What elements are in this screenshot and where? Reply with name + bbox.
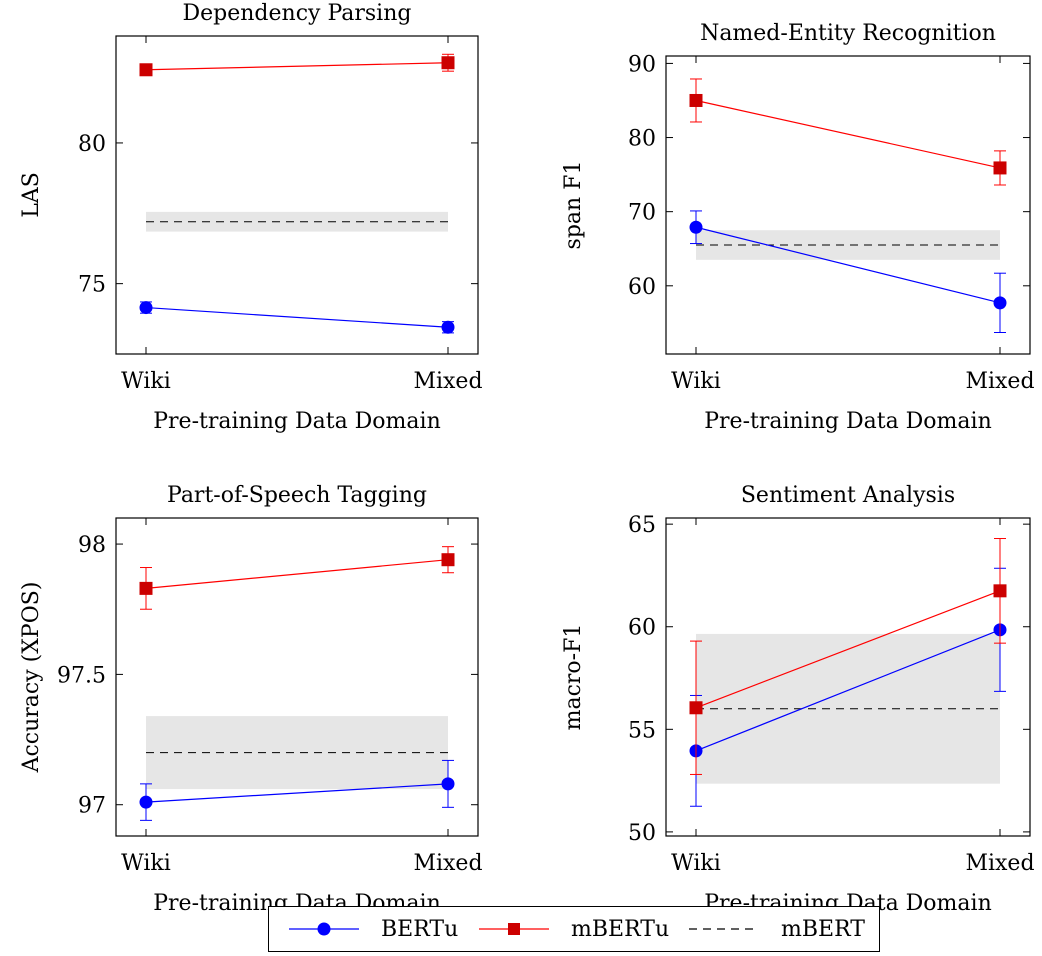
series-line-bertu — [145, 306, 449, 328]
y-tick-label: 97 — [78, 794, 106, 819]
y-tick-label: 97.5 — [57, 663, 106, 688]
legend-item-bertu: BERTu — [289, 907, 458, 951]
chart-panel-2: Named-Entity Recognition 60 70 80 90 Wiki Mixe… — [561, 21, 1035, 434]
legend-label-mbert: mBERT — [781, 916, 865, 942]
point-mbertu — [139, 581, 153, 595]
y-tick-label: 70 — [628, 201, 656, 226]
series-line-bertu — [695, 226, 1001, 304]
legend-swatch-bertu — [289, 922, 359, 936]
y-axis-label: Accuracy (XPOS) — [19, 582, 44, 774]
legend-swatch-mbertu — [479, 923, 549, 935]
x-tick-label: Mixed — [413, 851, 482, 876]
x-axis-label: Pre-training Data Domain — [704, 409, 992, 434]
point-mbertu — [993, 161, 1007, 175]
legend-item-mbert: mBERT — [689, 907, 865, 951]
series-line-mbertu — [145, 559, 449, 589]
baseline-band — [146, 211, 448, 232]
legend-swatch-mbert — [689, 928, 759, 930]
legend-item-mbertu: mBERTu — [479, 907, 669, 951]
series-line-bertu — [695, 629, 1001, 752]
plot-frame — [115, 517, 479, 837]
point-bertu — [993, 296, 1007, 310]
y-axis-label: LAS — [19, 172, 44, 218]
point-mbertu — [689, 701, 703, 715]
legend-label-mbertu: mBERTu — [571, 916, 670, 942]
point-bertu — [441, 320, 455, 334]
plot-frame — [115, 35, 479, 355]
chart-panel-1: Dependency Parsing 75 80 Wiki Mixed Pre-train… — [19, 1, 483, 434]
y-tick-label: 60 — [628, 616, 656, 641]
point-mbertu — [139, 63, 153, 77]
x-tick-label: Mixed — [965, 851, 1034, 876]
y-tick-label: 80 — [78, 132, 106, 157]
point-mbertu — [441, 56, 455, 70]
series-line-mbertu — [145, 62, 449, 71]
y-tick-label: 60 — [628, 275, 656, 300]
y-tick-label: 90 — [628, 52, 656, 77]
y-tick-label: 65 — [628, 513, 656, 538]
y-axis-label: macro-F1 — [561, 624, 586, 731]
point-mbertu — [441, 553, 455, 567]
x-tick-label: Wiki — [671, 851, 721, 876]
y-tick-label: 75 — [78, 273, 106, 298]
chart-title: Dependency Parsing — [183, 1, 412, 26]
plot-frame — [665, 55, 1031, 355]
x-tick-label: Wiki — [121, 851, 171, 876]
legend-label-bertu: BERTu — [381, 916, 459, 942]
baseline-band — [146, 716, 448, 790]
y-tick-label: 50 — [628, 821, 656, 846]
series-line-mbertu — [695, 99, 1001, 169]
chart-title: Part-of-Speech Tagging — [167, 483, 427, 508]
plot-frame — [665, 517, 1031, 837]
point-mbertu — [993, 584, 1007, 598]
series-line-bertu — [145, 783, 449, 803]
x-axis-label: Pre-training Data Domain — [153, 409, 441, 434]
x-tick-label: Mixed — [965, 369, 1034, 394]
legend: BERTu mBERTu mBERT — [268, 906, 880, 952]
x-tick-label: Wiki — [121, 369, 171, 394]
x-tick-label: Mixed — [413, 369, 482, 394]
y-axis-label: span F1 — [561, 161, 586, 250]
chart-title: Named-Entity Recognition — [700, 21, 996, 46]
point-bertu — [139, 301, 153, 315]
x-tick-label: Wiki — [671, 369, 721, 394]
point-mbertu — [689, 93, 703, 107]
y-tick-label: 55 — [628, 718, 656, 743]
y-tick-label: 80 — [628, 127, 656, 152]
y-tick-label: 98 — [78, 533, 106, 558]
point-bertu — [689, 220, 703, 234]
chart-title: Sentiment Analysis — [741, 483, 955, 508]
series-line-mbertu — [695, 590, 1001, 709]
point-bertu — [139, 795, 153, 809]
point-bertu — [441, 777, 455, 791]
